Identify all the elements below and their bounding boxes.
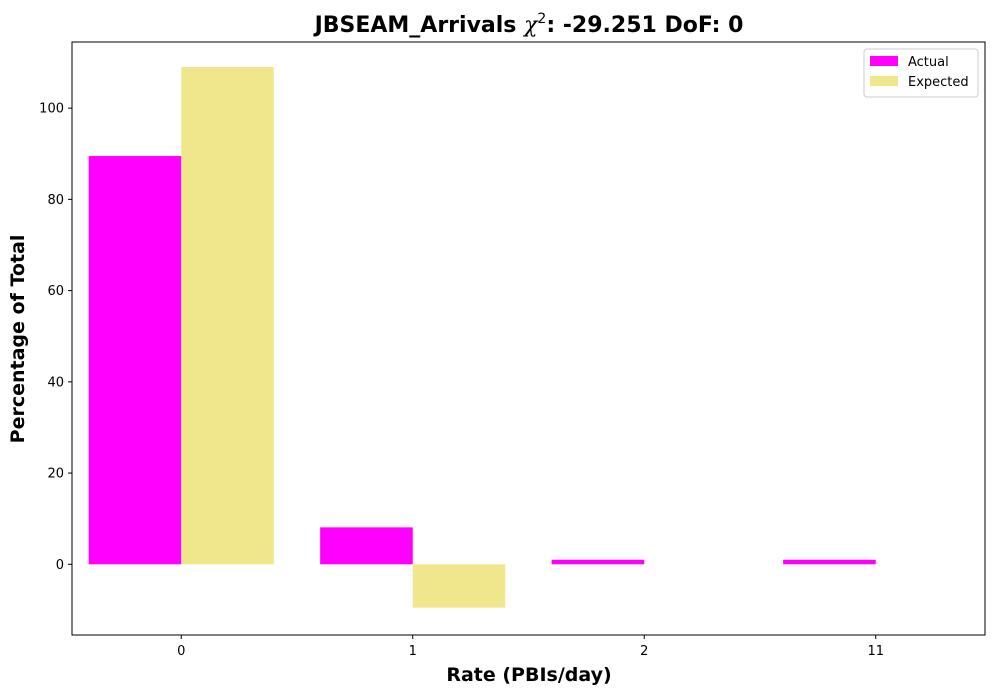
legend-label-actual: Actual — [908, 55, 949, 70]
chart-title-superscript: 2 — [537, 11, 546, 27]
x-tick-label: 2 — [640, 644, 648, 659]
legend-swatch-actual — [870, 56, 898, 66]
bar-expected-1 — [412, 564, 506, 608]
bar-actual-2 — [551, 559, 645, 565]
axes-group: 0 20 40 60 80 100 0 1 2 11 — [39, 41, 986, 659]
chart-title-rest: : -29.251 DoF: 0 — [546, 13, 743, 38]
plot-frame — [71, 41, 986, 636]
x-tick-label: 11 — [867, 644, 884, 659]
chart-title-main: JBSEAM_Arrivals — [313, 13, 525, 38]
legend: Actual Expected — [863, 48, 979, 98]
bar-actual-0 — [88, 156, 182, 565]
chart-title: JBSEAM_Arrivals χ2: -29.251 DoF: 0 — [313, 11, 744, 38]
x-tick-label: 1 — [409, 644, 417, 659]
y-tick-label: 100 — [39, 102, 64, 117]
y-tick-label: 60 — [47, 284, 64, 299]
y-tick-label: 20 — [47, 467, 64, 482]
y-tick-label: 40 — [47, 375, 64, 390]
bar-actual-1 — [320, 527, 413, 565]
legend-label-expected: Expected — [908, 75, 969, 90]
bar-actual-11 — [783, 559, 876, 565]
y-tick-label: 0 — [56, 558, 64, 573]
bar-expected-0 — [181, 67, 274, 565]
bars-group — [88, 67, 876, 608]
x-axis-label: Rate (PBIs/day) — [446, 664, 611, 686]
x-tick-label: 0 — [177, 644, 185, 659]
chart-title-chi: χ — [522, 13, 539, 38]
legend-swatch-expected — [870, 76, 898, 86]
y-tick-label: 80 — [47, 193, 64, 208]
y-axis-label: Percentage of Total — [7, 235, 29, 444]
